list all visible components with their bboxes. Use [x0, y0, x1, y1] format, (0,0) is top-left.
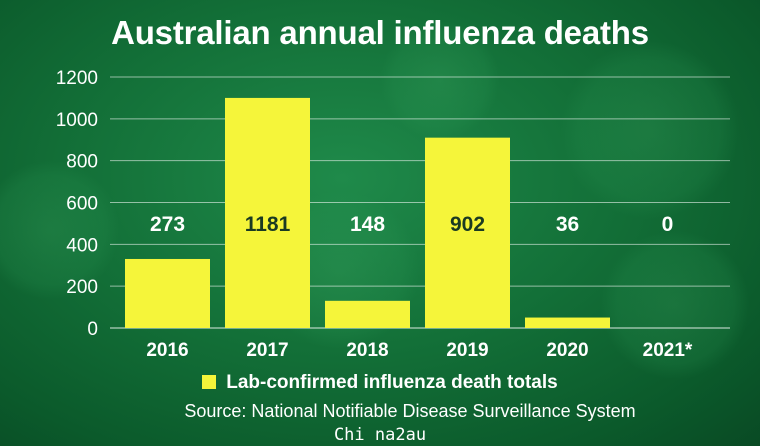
legend: Lab-confirmed influenza death totals [0, 372, 760, 394]
y-tick-label: 1200 [56, 68, 98, 89]
bar [225, 97, 310, 329]
y-tick-label: 800 [66, 152, 98, 173]
y-tick-label: 0 [87, 319, 98, 340]
data-label: 902 [450, 213, 485, 236]
bars [125, 97, 610, 329]
bar [125, 258, 210, 328]
legend-label: Lab-confirmed influenza death totals [226, 372, 558, 393]
data-label: 148 [350, 213, 385, 236]
virus-decoration [380, 20, 500, 140]
y-tick-label: 200 [66, 277, 98, 298]
x-tick-label: 2017 [246, 340, 288, 361]
y-axis-ticks: 0 200 400 600 800 1000 1200 [56, 68, 98, 340]
virus-decoration [600, 230, 750, 380]
x-tick-label: 2018 [346, 340, 388, 361]
virus-decoration [0, 160, 120, 300]
y-tick-label: 400 [66, 235, 98, 256]
virus-decoration [560, 40, 740, 220]
x-tick-label: 2020 [546, 340, 588, 361]
bar [525, 317, 610, 328]
data-label: 1181 [245, 213, 291, 236]
source-note: Source: National Notifiable Disease Surv… [184, 401, 636, 421]
x-axis-ticks: 2016 2017 2018 2019 2020 2021* [146, 340, 693, 361]
gridlines [110, 76, 730, 329]
bar [325, 300, 410, 328]
x-tick-label: 2016 [146, 340, 188, 361]
legend-swatch [202, 375, 217, 389]
watermark: Chi na2au [333, 425, 427, 445]
x-tick-label: 2021* [643, 340, 693, 361]
data-label: 36 [556, 213, 579, 236]
data-label: 0 [662, 213, 674, 236]
y-tick-label: 1000 [56, 110, 98, 131]
data-labels: 273 1181 148 902 36 0 [150, 213, 673, 236]
x-tick-label: 2019 [446, 340, 488, 361]
data-label: 273 [150, 213, 185, 236]
chart-title: Australian annual influenza deaths [111, 14, 649, 51]
bar [425, 137, 510, 328]
y-tick-label: 600 [66, 194, 98, 215]
